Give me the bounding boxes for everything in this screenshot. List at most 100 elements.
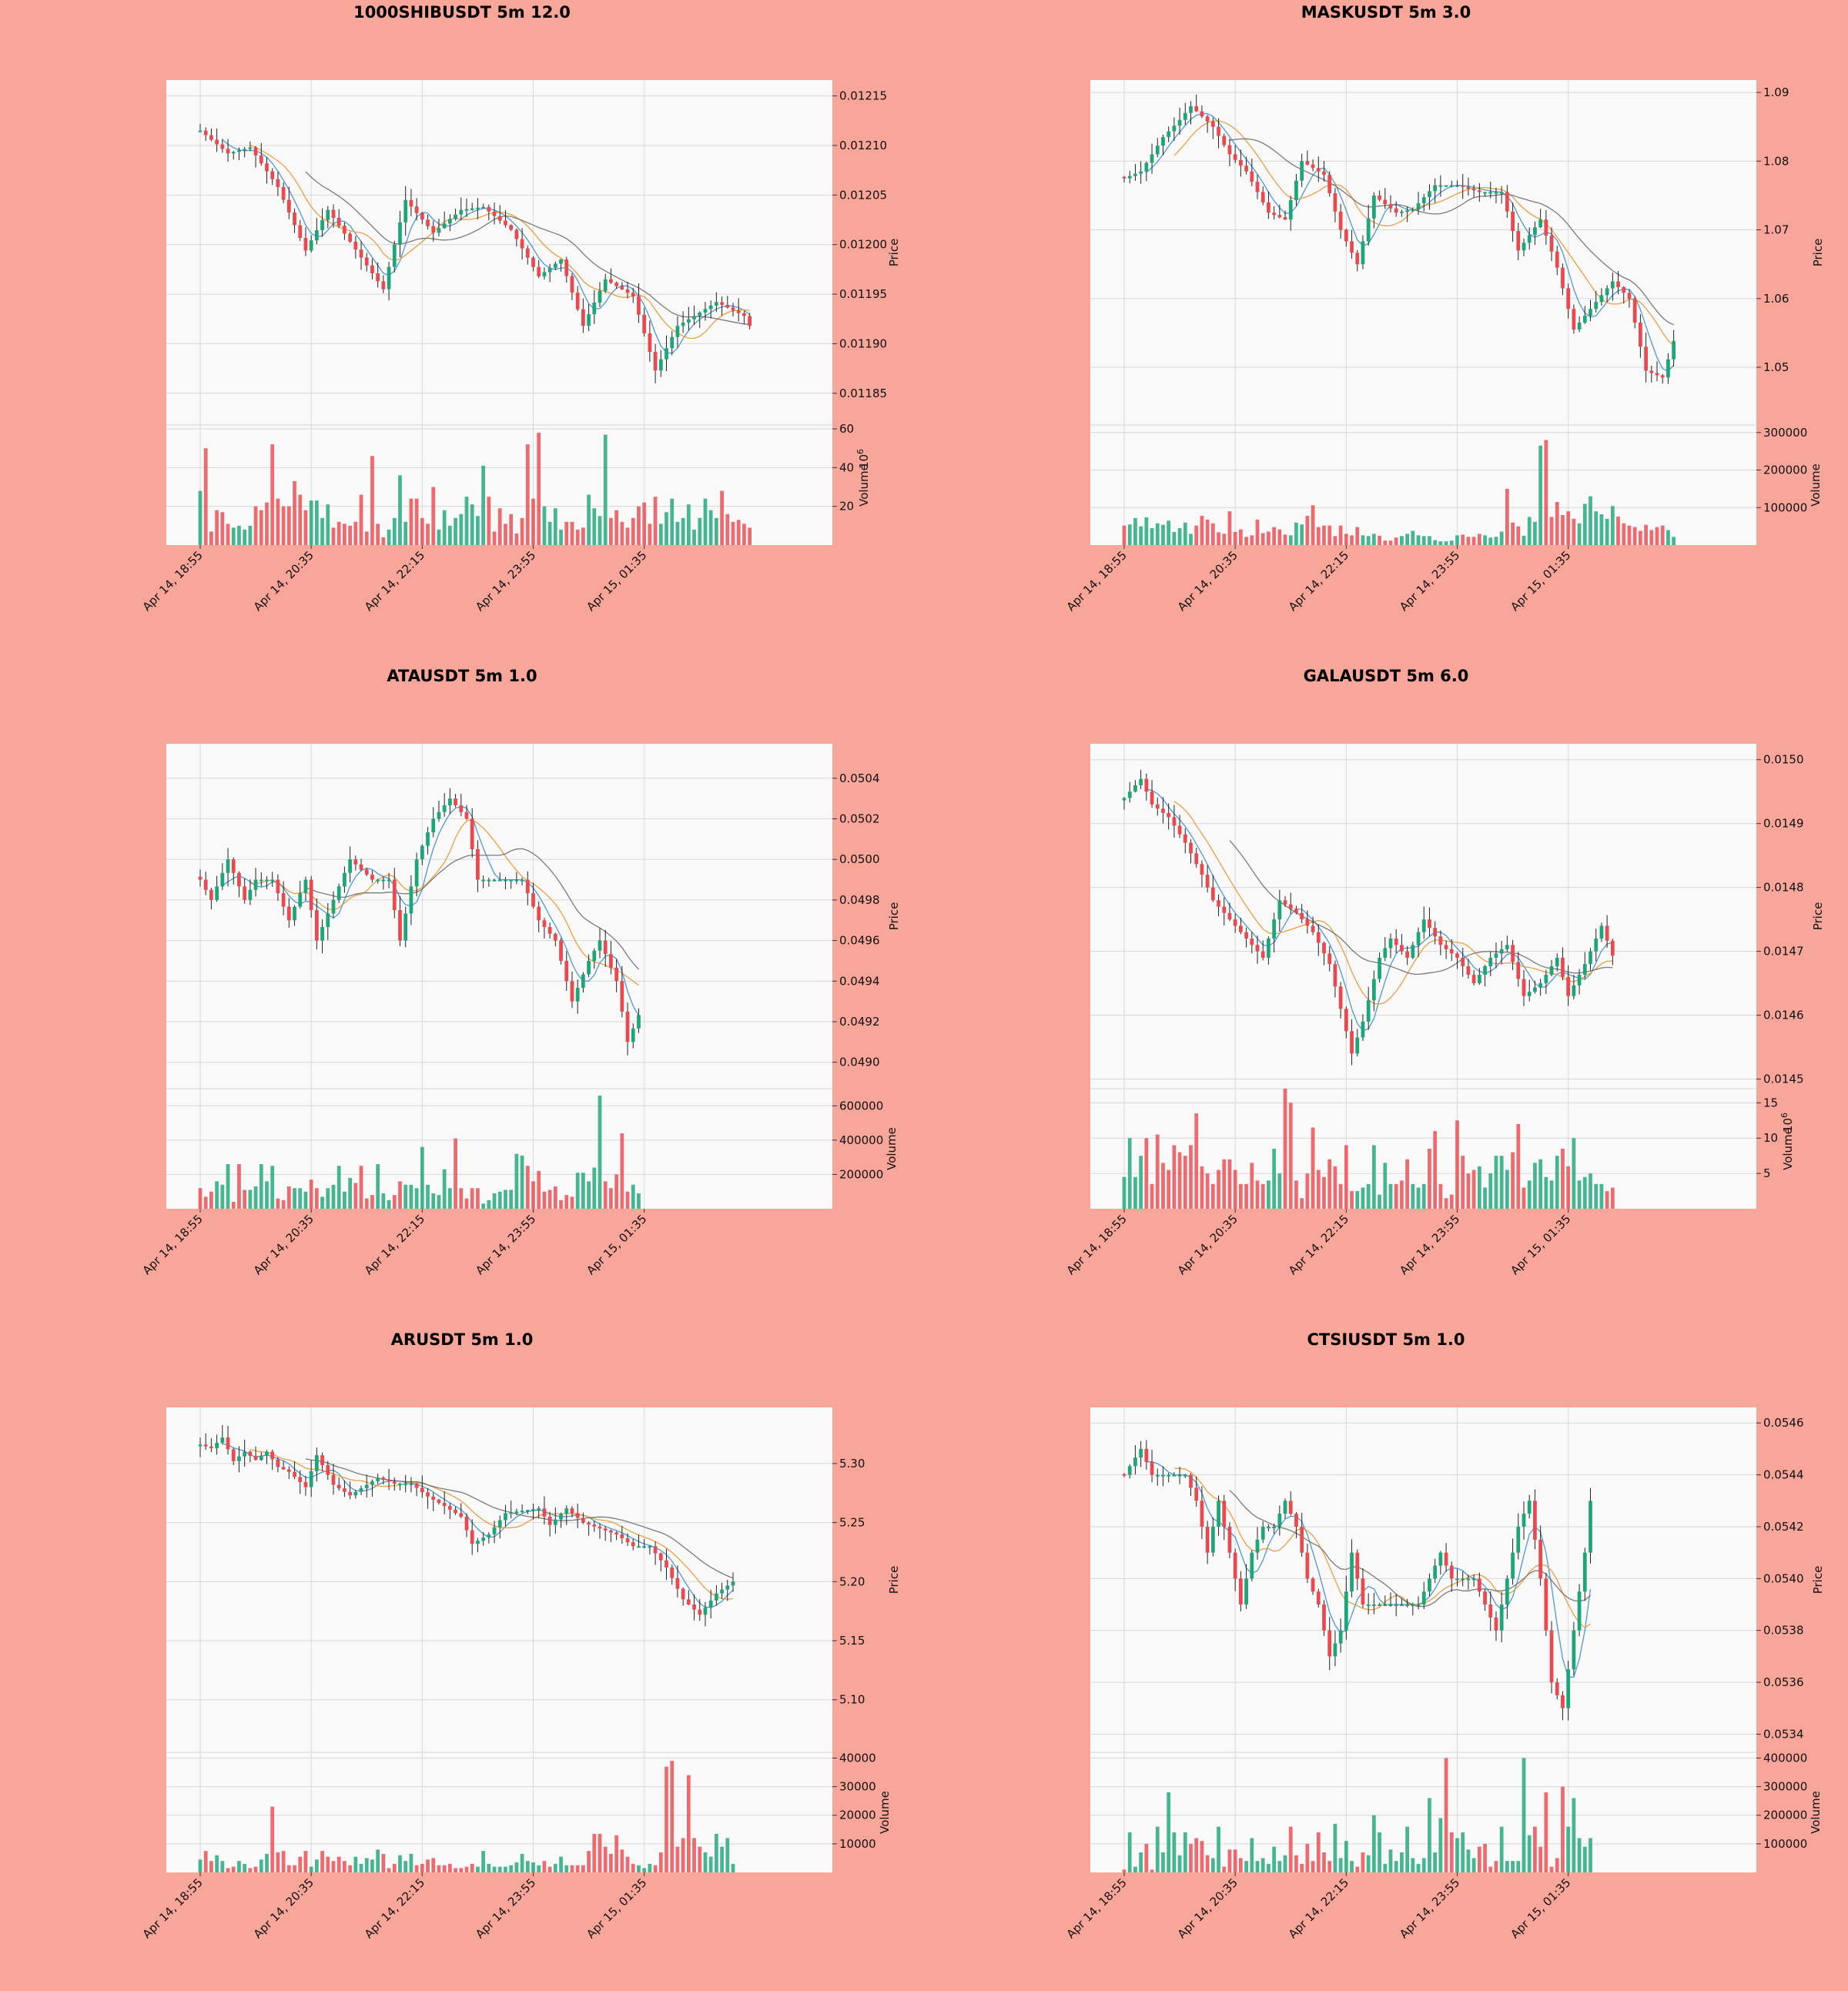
- volume-bar: [1327, 1159, 1332, 1209]
- volume-bar: [414, 1865, 419, 1872]
- volume-bar: [653, 1865, 658, 1872]
- candle-body: [209, 1446, 213, 1448]
- candle-body: [1388, 1605, 1393, 1606]
- volume-bar: [1483, 535, 1487, 545]
- price-axis-label: Price: [1811, 239, 1825, 267]
- volume-bar: [364, 1858, 369, 1872]
- candle-body: [625, 1538, 630, 1543]
- x-tick-label: Apr 14, 23:55: [1397, 548, 1462, 614]
- candle-body: [1644, 346, 1648, 371]
- x-axis: Apr 14, 18:55 Apr 14, 20:35 Apr 14, 22:15 A…: [1064, 545, 1573, 614]
- volume-bar: [447, 1863, 452, 1872]
- candle-body: [1300, 912, 1304, 920]
- volume-bar: [409, 1853, 413, 1872]
- volume-bar: [714, 517, 718, 545]
- candle-body: [631, 1542, 635, 1547]
- volume-bar: [631, 517, 635, 545]
- volume-bar: [454, 1868, 457, 1872]
- candle-body: [553, 263, 557, 268]
- volume-bar: [320, 1196, 324, 1209]
- volume-bar: [575, 1173, 580, 1209]
- candle-body: [331, 209, 336, 218]
- candle-body: [1649, 370, 1654, 373]
- candle-body: [336, 217, 341, 226]
- candle-body: [1371, 1605, 1376, 1606]
- volume-bar: [1466, 537, 1471, 545]
- candle-body: [1527, 992, 1532, 996]
- volume-bar: [442, 1865, 447, 1872]
- candle-body: [1527, 1501, 1532, 1514]
- volume-bar: [492, 531, 497, 545]
- volume-bar: [1566, 1166, 1571, 1209]
- candle-body: [1200, 111, 1204, 117]
- volume-bar: [1300, 524, 1304, 545]
- volume-bar: [1516, 526, 1521, 545]
- volume-bar: [1405, 1826, 1410, 1872]
- volume-bar: [648, 1863, 652, 1872]
- candle-body: [198, 130, 203, 132]
- volume-bar: [464, 497, 469, 545]
- candle-body: [1288, 904, 1293, 909]
- volume-bar: [1455, 1838, 1459, 1872]
- candle-body: [1133, 785, 1137, 792]
- candle-body: [675, 1578, 680, 1589]
- candle-body: [1267, 939, 1270, 958]
- volume-bar: [314, 500, 319, 545]
- candle-body: [620, 286, 624, 289]
- candle-body: [215, 1443, 219, 1448]
- candle-body: [603, 1528, 608, 1531]
- candle-body: [525, 1510, 530, 1512]
- volume-bar: [1505, 488, 1509, 545]
- volume-bar: [1217, 1170, 1220, 1209]
- volume-bar: [1449, 1194, 1454, 1209]
- candle-body: [376, 1477, 380, 1481]
- volume-bar: [625, 1191, 630, 1209]
- price-tick-label: 0.0494: [839, 974, 880, 988]
- volume-bar: [1277, 529, 1282, 545]
- candle-body: [742, 313, 746, 316]
- volume-bar: [1594, 1183, 1599, 1209]
- volume-bar: [1411, 1858, 1415, 1872]
- candle-body: [570, 981, 574, 1002]
- candle-body: [720, 302, 724, 305]
- volume-bar: [1350, 535, 1354, 545]
- volume-bar: [1544, 440, 1548, 545]
- volume-bar: [1605, 518, 1609, 545]
- volume-bar: [326, 504, 330, 545]
- candle-body: [497, 216, 502, 221]
- candle-body: [281, 187, 286, 200]
- volume-bar: [1421, 1183, 1426, 1209]
- chart-panel-ctsiusdt: CTSIUSDT 5m 1.0 Apr 14, 18:55 Apr 14, 20:…: [924, 1327, 1848, 1991]
- volume-bar: [1150, 1183, 1154, 1209]
- chart-svg: Apr 14, 18:55 Apr 14, 20:35 Apr 14, 22:15 A…: [1064, 80, 1825, 614]
- volume-scale-exponent: 106: [1779, 1113, 1795, 1133]
- candle-body: [609, 1530, 613, 1533]
- volume-bars: [1122, 440, 1676, 545]
- candle-body: [603, 940, 608, 955]
- volume-bars: [1122, 1758, 1592, 1872]
- volume-bar: [1449, 1832, 1454, 1872]
- volume-bar: [1577, 1838, 1582, 1872]
- candle-body: [426, 1492, 430, 1497]
- volume-bar: [1155, 1134, 1160, 1209]
- volume-bar: [1433, 540, 1438, 545]
- candle-body: [1177, 825, 1182, 835]
- volume-bar: [609, 1853, 613, 1872]
- candle-body: [1416, 1605, 1421, 1606]
- volume-bar: [1438, 1818, 1443, 1872]
- candle-body: [1333, 964, 1337, 987]
- volume-bar: [1172, 1832, 1177, 1872]
- candle-body: [1350, 1031, 1354, 1054]
- volume-bar: [470, 1863, 474, 1872]
- volume-bar: [1527, 1835, 1532, 1872]
- volume-bar: [1371, 534, 1376, 545]
- chart-panel-atausdt: ATAUSDT 5m 1.0 Apr 14, 18:55 Apr 14, 20:3…: [0, 664, 924, 1327]
- volume-bar: [1477, 534, 1481, 545]
- volume-bar: [1549, 1866, 1554, 1872]
- candle-body: [1267, 1526, 1270, 1528]
- volume-bar: [387, 1200, 391, 1209]
- candle-body: [564, 1508, 569, 1514]
- volume-bar: [525, 444, 530, 545]
- candle-body: [1483, 192, 1487, 194]
- candle-body: [220, 872, 225, 887]
